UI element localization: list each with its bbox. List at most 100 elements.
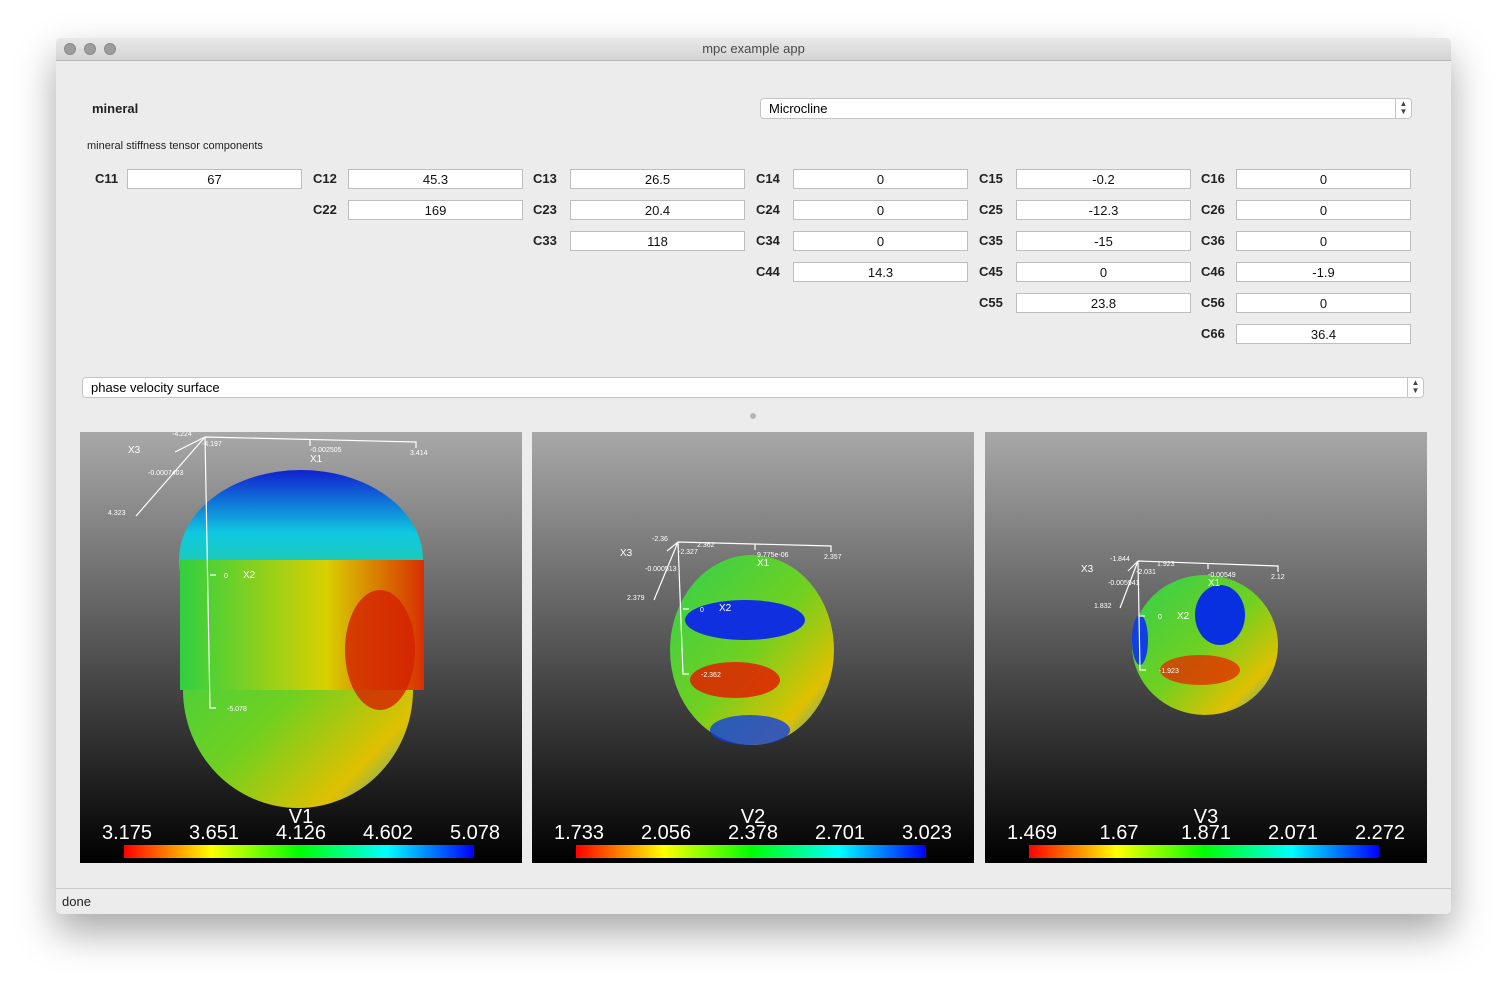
tensor-label: C46 (1201, 264, 1225, 279)
zoom-button[interactable] (104, 43, 116, 55)
render-viewport[interactable]: V1 3.175 3.651 4.126 4.602 5.078 X3 -4.224 -4.19… (80, 431, 522, 863)
axis-annotation: 2.357 (824, 554, 842, 561)
mineral-selected: Microcline (769, 101, 828, 116)
tensor-title: mineral stiffness tensor components (87, 140, 263, 152)
tensor-label: C11 (95, 171, 119, 186)
tensor-field[interactable]: 169 (348, 200, 523, 220)
dropdown-arrows: ▲ ▼ (1395, 99, 1411, 118)
tensor-field[interactable]: 118 (570, 231, 745, 251)
colorbar-label: 4.126 (276, 822, 326, 844)
tensor-label: C22 (313, 202, 337, 217)
window-title: mpc example app (702, 41, 805, 56)
colorbar-label: 1.469 (1007, 822, 1057, 844)
colorbar (576, 845, 926, 858)
axis-annotation: 4.323 (108, 510, 126, 517)
splitter-handle[interactable] (750, 413, 756, 419)
axis-annotation: X2 (1177, 611, 1190, 622)
axis-annotation: -2.327 (678, 549, 698, 556)
axis-annotation: -4.197 (202, 441, 222, 448)
tensor-label: C14 (756, 171, 780, 186)
axis-annotation: -0.0007403 (148, 470, 184, 477)
tensor-field[interactable]: 67 (127, 169, 302, 189)
axis-annotation: X2 (719, 603, 732, 614)
axis-annotation: 2.379 (627, 595, 645, 602)
axis-annotation: X1 (1208, 578, 1221, 589)
tensor-label: C23 (533, 202, 557, 217)
status-separator (56, 888, 1451, 889)
axes (653, 541, 832, 675)
tensor-field[interactable]: 26.5 (570, 169, 745, 189)
tensor-field[interactable]: -0.2 (1016, 169, 1191, 189)
tensor-field[interactable]: 0 (1236, 293, 1411, 313)
tensor-label: C12 (313, 171, 337, 186)
tensor-field[interactable]: -12.3 (1016, 200, 1191, 220)
axis-annotation: X3 (1081, 564, 1094, 575)
axis-annotation: 2.362 (697, 542, 715, 549)
colorbar-label: 3.023 (902, 822, 952, 844)
tensor-field[interactable]: 0 (1236, 231, 1411, 251)
tensor-field[interactable]: -1.9 (1236, 262, 1411, 282)
axis-annotation: 0 (1158, 614, 1162, 621)
tensor-field[interactable]: 0 (793, 200, 968, 220)
tensor-field[interactable]: 0 (1236, 200, 1411, 220)
colorbar-label: 2.378 (728, 822, 778, 844)
colorbar-label: 4.602 (363, 822, 413, 844)
axis-annotation: 3.414 (410, 450, 428, 457)
tensor-label: C44 (756, 264, 780, 279)
colorbar-label: 1.67 (1100, 822, 1139, 844)
axis-annotation: -5.078 (227, 706, 247, 713)
tensor-field[interactable]: 36.4 (1236, 324, 1411, 344)
velocity-surface (1132, 575, 1278, 715)
colorbar-label: 3.651 (189, 822, 239, 844)
render-viewport[interactable]: V2 1.733 2.056 2.378 2.701 3.023 X3 -2.36 -2.327… (532, 432, 974, 863)
axis-annotation: X2 (243, 570, 256, 581)
tensor-field[interactable]: 0 (793, 231, 968, 251)
mineral-label: mineral (92, 101, 139, 116)
tensor-label: C55 (979, 295, 1003, 310)
plot-dropdown[interactable]: phase velocity surface ▲ ▼ (82, 377, 1424, 398)
colorbar-label: 2.272 (1355, 822, 1405, 844)
status-text: done (62, 894, 91, 909)
tensor-label: C33 (533, 233, 557, 248)
axis-annotation: X1 (310, 454, 323, 465)
plot-selected: phase velocity surface (91, 380, 220, 395)
tensor-field[interactable]: 14.3 (793, 262, 968, 282)
colorbar-title: V3 (1194, 806, 1218, 828)
colorbar-label: 2.701 (815, 822, 865, 844)
axis-annotation: -1.923 (1159, 668, 1179, 675)
tensor-field[interactable]: 20.4 (570, 200, 745, 220)
tensor-label: C16 (1201, 171, 1225, 186)
axis-annotation: X1 (757, 558, 770, 569)
colorbar-label: 3.175 (102, 822, 152, 844)
colorbar-title: V1 (289, 806, 313, 828)
axis-annotation: -4.224 (172, 432, 192, 438)
colorbar (124, 845, 474, 858)
velocity-surface (179, 470, 424, 808)
axis-annotation: 1.832 (1094, 603, 1112, 610)
axis-annotation: -2.362 (701, 672, 721, 679)
tensor-field[interactable]: 45.3 (348, 169, 523, 189)
axis-annotation: -0.005941 (1108, 580, 1140, 587)
axis-annotation: X3 (620, 548, 633, 559)
render-viewport[interactable]: V3 1.469 1.67 1.871 2.071 2.272 X3 -1.844 -2.031… (985, 432, 1427, 863)
axis-annotation: 2.12 (1271, 574, 1285, 581)
tensor-field[interactable]: 0 (1016, 262, 1191, 282)
tensor-label: C45 (979, 264, 1003, 279)
tensor-field[interactable]: 0 (793, 169, 968, 189)
mineral-dropdown[interactable]: Microcline ▲ ▼ (760, 98, 1412, 119)
minimize-button[interactable] (84, 43, 96, 55)
axis-annotation: 1.923 (1157, 561, 1175, 568)
axis-annotation: -0.002505 (310, 447, 342, 454)
tensor-field[interactable]: 0 (1236, 169, 1411, 189)
tensor-label: C15 (979, 171, 1003, 186)
close-button[interactable] (64, 43, 76, 55)
axis-annotation: 0 (700, 607, 704, 614)
colorbar-label: 2.071 (1268, 822, 1318, 844)
viewport-canvas: V2 1.733 2.056 2.378 2.701 3.023 X3 -2.36 -2.327… (532, 432, 974, 863)
title-bar: mpc example app (56, 38, 1451, 61)
tensor-field[interactable]: 23.8 (1016, 293, 1191, 313)
tensor-field[interactable]: -15 (1016, 231, 1191, 251)
axes (1119, 560, 1279, 671)
viewport-canvas: V1 3.175 3.651 4.126 4.602 5.078 X3 -4.224 -4.19… (80, 431, 522, 863)
